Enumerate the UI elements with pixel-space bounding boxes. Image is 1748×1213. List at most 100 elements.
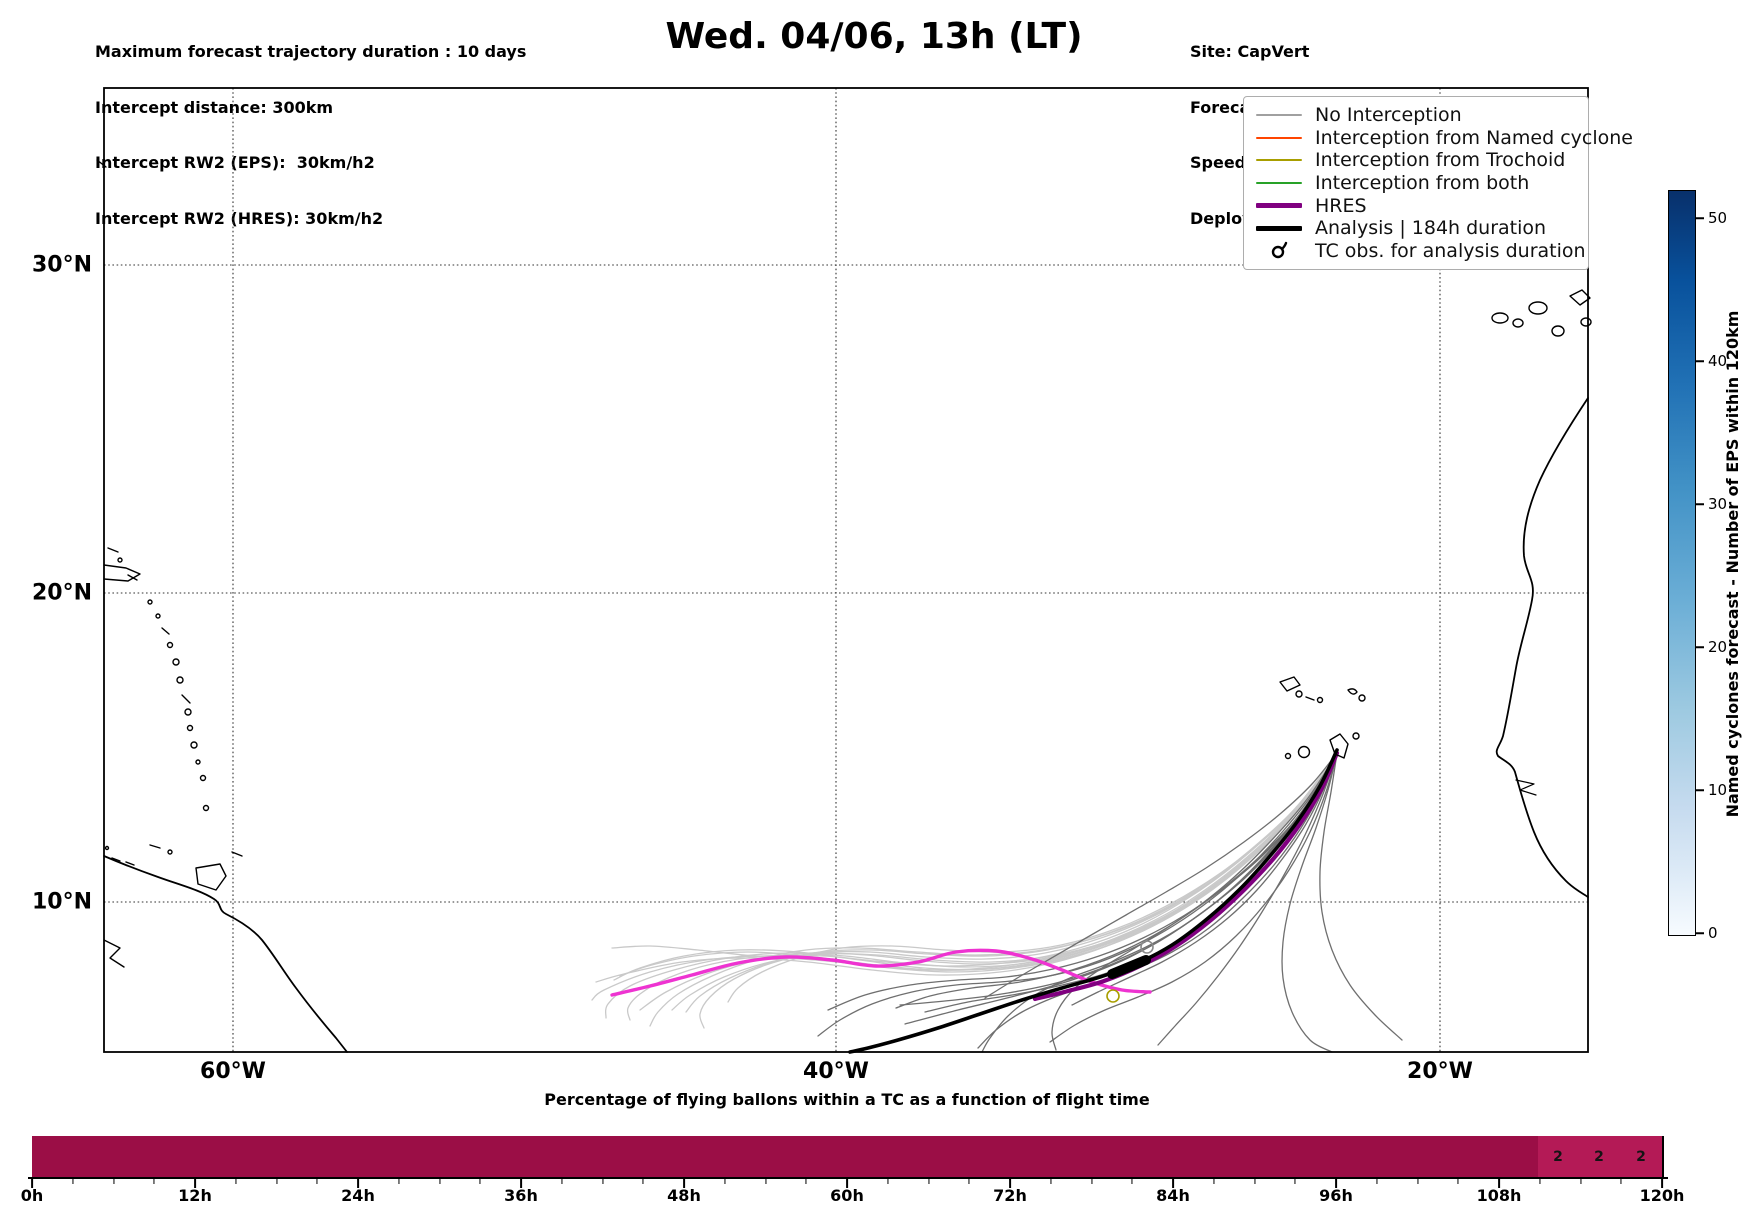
legend-label: TC obs. for analysis duration — [1315, 239, 1586, 262]
x-tick-major — [1335, 1179, 1337, 1188]
x-tick-label: 120h — [1639, 1186, 1685, 1205]
legend-label: Analysis | 184h duration — [1315, 217, 1547, 240]
colorbar-tick-mark — [1696, 789, 1704, 791]
x-tick-minor — [1376, 1179, 1378, 1184]
gray-ring-marker — [1140, 940, 1154, 954]
eps-trajectory — [827, 752, 1338, 1011]
eps-trajectory — [984, 752, 1338, 999]
eps-trajectory-no-interception — [611, 752, 1338, 971]
cape-verde-islands — [1279, 676, 1366, 760]
legend-row: Interception from Named cyclone — [1256, 127, 1633, 149]
colorbar-tick-label: 30 — [1708, 495, 1728, 513]
analysis-track — [848, 748, 1339, 1054]
x-tick-label: 36h — [504, 1186, 538, 1205]
x-tick-minor — [398, 1179, 400, 1184]
eps-trajectory — [895, 752, 1338, 1009]
x-tick-label: 24h — [341, 1186, 375, 1205]
map-frame-rect — [103, 87, 1589, 1053]
colorbar-tick-label: 50 — [1708, 209, 1728, 227]
legend-row: Interception from both — [1256, 172, 1582, 194]
x-tick-label: 96h — [1319, 1186, 1353, 1205]
eps-trajectory — [817, 752, 1338, 1037]
legend-row: HRES — [1256, 195, 1582, 217]
intercept-distance-text: Intercept distance: 300km — [95, 97, 334, 117]
x-tick-minor — [1539, 1179, 1541, 1184]
figure-title: Wed. 04/06, 13h (LT) — [665, 16, 1083, 57]
x-tick-major — [1498, 1179, 1500, 1188]
trochoid-ring-marker — [1106, 989, 1120, 1003]
eps-trajectories-light — [591, 752, 1338, 1029]
tc-obs-icon — [1256, 241, 1302, 261]
colorbar-tick-mark — [1696, 646, 1704, 648]
x-tick-label: 60h — [830, 1186, 864, 1205]
bottom-chart-title: Percentage of flying ballons within a TC… — [544, 1090, 1150, 1109]
x-tick-major — [683, 1179, 685, 1188]
legend-line — [1256, 225, 1302, 231]
colorbar-tick-label: 10 — [1708, 781, 1728, 799]
lon-tick-label: 40°W — [803, 1059, 869, 1084]
legend-label: Interception from both — [1315, 171, 1530, 194]
x-tick-minor — [1050, 1179, 1052, 1184]
legend-line-swatch — [1256, 136, 1302, 139]
legend-label: HRES — [1315, 194, 1367, 217]
eps-trajectory-no-interception — [699, 752, 1338, 1029]
x-tick-label: 48h — [667, 1186, 701, 1205]
x-tick-minor — [724, 1179, 726, 1184]
lon-tick-label: 20°W — [1407, 1059, 1473, 1084]
x-tick-major — [846, 1179, 848, 1188]
bar-chart-spine — [1662, 1136, 1664, 1179]
x-tick-label: 72h — [993, 1186, 1027, 1205]
x-tick-label: 84h — [1156, 1186, 1190, 1205]
colorbar-tick-label: 40 — [1708, 352, 1728, 370]
colorbar-tick-mark — [1696, 217, 1704, 219]
colorbar — [1668, 190, 1696, 936]
flight-time-bar-dark — [32, 1136, 1538, 1177]
x-tick-minor — [1294, 1179, 1296, 1184]
legend-line — [1256, 136, 1302, 139]
lat-tick-label: 30°N — [31, 252, 92, 278]
colombia-coast-fragment — [103, 939, 125, 968]
x-tick-major — [357, 1179, 359, 1188]
eps-trajectory — [1319, 752, 1403, 1041]
lat-tick-label: 10°N — [31, 889, 92, 915]
legend-line — [1256, 114, 1302, 116]
eps-trajectory — [977, 752, 1338, 1049]
x-tick-major — [1661, 1179, 1663, 1188]
x-tick-minor — [764, 1179, 767, 1184]
gambia-river — [1515, 779, 1537, 796]
south-america-coastline — [103, 855, 348, 1053]
x-tick-minor — [1131, 1179, 1133, 1184]
x-tick-minor — [72, 1179, 74, 1184]
x-tick-minor — [1253, 1179, 1256, 1184]
x-tick-minor — [1213, 1179, 1215, 1184]
eps-trajectory-no-interception — [619, 752, 1338, 977]
colorbar-tick-label: 0 — [1708, 924, 1718, 942]
x-tick-minor — [642, 1179, 644, 1184]
x-tick-major — [194, 1179, 196, 1188]
x-tick-minor — [275, 1179, 278, 1184]
x-tick-minor — [927, 1179, 930, 1184]
legend-label: Interception from Named cyclone — [1315, 126, 1633, 149]
x-tick-minor — [1090, 1179, 1093, 1184]
x-tick-minor — [112, 1179, 115, 1184]
bottom-chart-axis — [28, 1177, 1668, 1179]
legend-line-swatch — [1256, 114, 1302, 116]
x-tick-label: 12h — [178, 1186, 212, 1205]
legend-label: No Interception — [1315, 104, 1462, 126]
forecast-settings-block: Maximum forecast trajectory duration : 1… — [95, 6, 526, 265]
x-tick-label: 0h — [20, 1186, 44, 1205]
special-tracks — [610, 748, 1340, 1054]
lon-tick-label: 60°W — [200, 1059, 266, 1084]
legend-line — [1256, 203, 1302, 209]
legend-line-swatch — [1256, 225, 1302, 231]
eps-trajectory — [1071, 752, 1338, 1006]
x-tick-minor — [1457, 1179, 1459, 1184]
intercept-rw2-eps-text: Intercept RW2 (EPS): 30km/h2 — [95, 153, 375, 172]
legend-label: Interception from Trochoid — [1315, 149, 1566, 172]
map-frame — [103, 87, 1589, 1053]
x-tick-minor — [153, 1179, 155, 1184]
legend-row: Analysis | 184h duration — [1256, 217, 1582, 239]
eps-trajectory — [1157, 752, 1338, 1046]
